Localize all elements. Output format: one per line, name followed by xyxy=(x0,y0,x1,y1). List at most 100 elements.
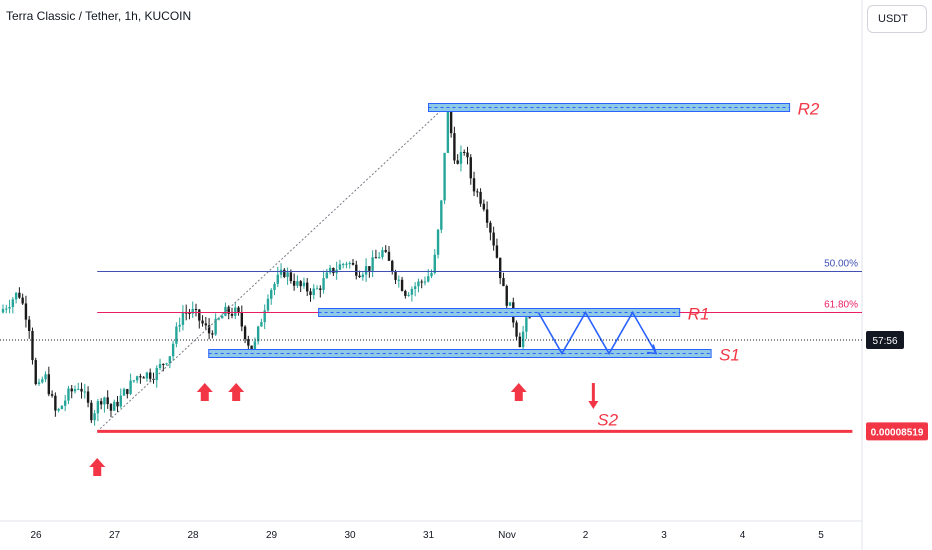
x-tick-label: 28 xyxy=(187,530,199,541)
candle-body xyxy=(234,307,237,316)
candle-body xyxy=(260,322,263,327)
candle-body xyxy=(139,376,142,378)
candle-body xyxy=(191,308,194,314)
candle-body xyxy=(113,401,116,411)
candle-body xyxy=(384,250,387,252)
candle-body xyxy=(256,326,260,342)
candle-body xyxy=(90,402,93,421)
up-arrow xyxy=(89,458,106,476)
candle-body xyxy=(273,283,276,290)
candle-body xyxy=(119,395,122,407)
currency-button[interactable]: USDT xyxy=(867,5,927,33)
candle-body xyxy=(472,178,476,192)
candle-body xyxy=(446,109,450,153)
candle-body xyxy=(312,288,315,296)
candle-body xyxy=(142,377,145,379)
up-arrow xyxy=(510,383,527,401)
candle-body xyxy=(276,274,279,284)
candle-body xyxy=(482,203,486,210)
candle-body xyxy=(103,397,106,405)
candle-body xyxy=(266,298,270,311)
candle-body xyxy=(381,250,384,258)
candle-body xyxy=(283,269,286,277)
candle-body xyxy=(201,320,204,324)
projection-arrowhead xyxy=(647,344,658,355)
candle-body xyxy=(368,266,371,271)
candle-body xyxy=(135,376,139,381)
fib-label: 50.00% xyxy=(824,259,858,270)
candle-body xyxy=(413,286,417,289)
candle-body xyxy=(417,281,420,287)
candle-body xyxy=(5,308,8,310)
candle-body xyxy=(60,405,64,410)
current-price-text: 57:56 xyxy=(872,336,897,347)
candle-body xyxy=(11,299,15,308)
candle-body xyxy=(184,312,188,314)
candle-body xyxy=(86,391,90,403)
candle-body xyxy=(453,133,456,161)
candle-body xyxy=(145,372,149,379)
candle-body xyxy=(50,394,54,396)
candle-body xyxy=(80,388,83,392)
candle-body xyxy=(521,331,525,348)
candle-body xyxy=(243,326,247,340)
candle-body xyxy=(168,356,172,364)
candle-body xyxy=(70,388,73,392)
x-tick-label: 27 xyxy=(109,530,121,541)
level-label: R2 xyxy=(798,100,820,119)
candle-body xyxy=(24,303,28,320)
candle-body xyxy=(302,282,306,287)
candle-body xyxy=(515,322,518,337)
candle-body xyxy=(188,313,191,315)
candle-body xyxy=(279,269,283,275)
candle-body xyxy=(220,315,224,319)
candle-body xyxy=(149,372,152,379)
candle-body xyxy=(8,307,11,309)
candle-body xyxy=(463,151,466,153)
candle-body xyxy=(83,391,87,393)
candle-body xyxy=(27,319,31,332)
candle-body xyxy=(420,281,423,283)
level-label: R1 xyxy=(688,305,710,324)
candle-body xyxy=(116,401,119,407)
candle-body xyxy=(99,401,103,405)
candle-body xyxy=(77,388,80,390)
candle-body xyxy=(263,310,266,323)
level-label: S2 xyxy=(597,410,618,429)
candle-body xyxy=(247,339,250,346)
overlays: 50.00% 61.80% R2 R1 S1 S2 57:56 0.00008519 xyxy=(0,100,928,476)
candle-body xyxy=(41,379,44,383)
candle-body xyxy=(528,317,531,319)
candle-body xyxy=(505,286,508,306)
candle-body xyxy=(489,222,492,233)
candle-body xyxy=(328,267,332,273)
candle-body xyxy=(181,312,185,325)
axes: 0.000082000.000084000.000086000.00008800… xyxy=(30,530,824,541)
candle-body xyxy=(492,232,495,246)
candle-body xyxy=(397,279,401,281)
candle-body xyxy=(498,257,502,279)
candle-body xyxy=(198,309,201,321)
x-tick-label: 2 xyxy=(583,530,589,541)
candle-body xyxy=(358,275,361,278)
candle-body xyxy=(54,395,57,411)
candle-body xyxy=(332,267,335,274)
x-tick-label: 5 xyxy=(818,530,824,541)
candle-body xyxy=(400,279,404,291)
candle-body xyxy=(224,306,227,316)
candle-body xyxy=(175,326,178,344)
candle-body xyxy=(495,245,499,258)
candle-body xyxy=(348,263,351,265)
candle-body xyxy=(319,288,322,290)
candle-body xyxy=(345,263,348,265)
candle-body xyxy=(355,264,358,276)
candle-body xyxy=(364,266,368,275)
candle-body xyxy=(440,200,443,230)
candle-body xyxy=(1,309,5,313)
candle-body xyxy=(286,272,289,277)
s2-price-text: 0.00008519 xyxy=(871,427,924,438)
x-tick-label: 26 xyxy=(30,530,42,541)
up-arrow xyxy=(196,383,213,401)
current-price-tag xyxy=(866,331,904,349)
